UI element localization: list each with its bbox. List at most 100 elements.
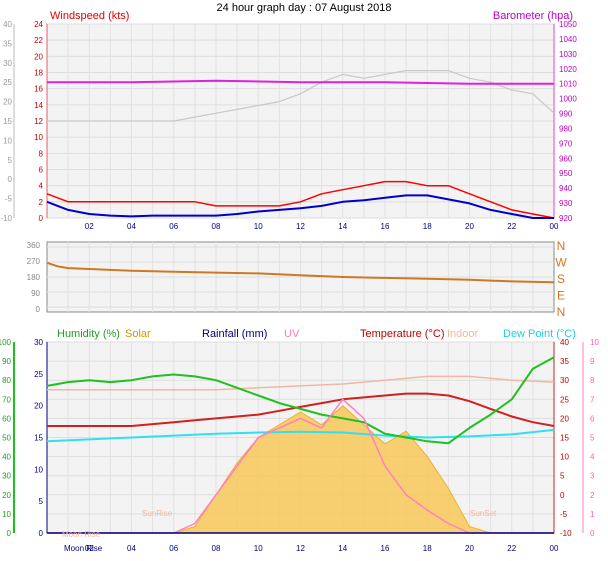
- temperature-tick-label: 30: [560, 376, 569, 385]
- barometer-tick-label: 1050: [559, 20, 577, 29]
- windspeed-axis-label: Windspeed (kts): [50, 10, 129, 22]
- temperature-tick-label: 35: [560, 357, 569, 366]
- temperature-line: [47, 392, 555, 427]
- wind-panel-series: [46, 69, 555, 219]
- humidity-tick-label: 60: [2, 414, 11, 423]
- humidity-tick-label: 90: [2, 357, 11, 366]
- temperature-time-tick: 14: [338, 544, 347, 553]
- grey-wind-line: [47, 69, 555, 122]
- legend-entry: Humidity (%): [57, 328, 120, 340]
- temperature-panel-series: [46, 356, 555, 534]
- wind-panel-grid: [47, 23, 554, 219]
- wind-outer-tick-label: 15: [3, 117, 12, 126]
- uv-tick-label: 10: [590, 338, 599, 347]
- temperature-panel-time-ticks: 02 04 06 08 10 12 14 16 18 20 22 00: [85, 544, 559, 553]
- wind-inner-tick-label: 10: [34, 133, 43, 142]
- direction-degree-tick-label: 90: [31, 289, 40, 298]
- wind-inner-tick-label: 0: [39, 214, 44, 223]
- barometer-tick-label: 1030: [559, 50, 577, 59]
- rainfall-tick-label: 5: [39, 497, 44, 506]
- temperature-tick-label: 40: [560, 338, 569, 347]
- temperature-time-tick: 22: [507, 544, 516, 553]
- wind-outer-tick-label: 25: [3, 78, 12, 87]
- compass-tick-label: N: [557, 239, 566, 253]
- compass-tick-label: S: [557, 272, 565, 286]
- humidity-tick-label: 40: [2, 453, 11, 462]
- direction-degree-tick-label: 0: [36, 305, 41, 314]
- wind-time-tick: 02: [85, 222, 94, 231]
- humidity-tick-label: 50: [2, 434, 11, 443]
- wind-outer-tick-label: 5: [8, 156, 13, 165]
- temperature-tick-label: 0: [560, 491, 565, 500]
- barometer-tick-label: 940: [559, 184, 573, 193]
- compass-tick-label: E: [557, 289, 565, 303]
- legend-entry: Solar: [125, 328, 151, 340]
- temperature-tick-label: -10: [560, 529, 572, 538]
- wind-outer-tick-label: 20: [3, 98, 12, 107]
- temperature-time-tick: 06: [169, 544, 178, 553]
- direction-degree-tick-label: 270: [27, 257, 41, 266]
- legend-entry: Rainfall (mm): [202, 328, 267, 340]
- wind-outer-tick-label: -5: [5, 195, 13, 204]
- temperature-tick-label: 15: [560, 434, 569, 443]
- rainfall-tick-label: 20: [34, 402, 43, 411]
- barometer-tick-label: 990: [559, 110, 573, 119]
- temperature-time-tick: 12: [296, 544, 305, 553]
- temperature-tick-label: -5: [560, 510, 568, 519]
- temperature-tick-label: 10: [560, 453, 569, 462]
- humidity-tick-label: 0: [7, 529, 12, 538]
- barometer-line: [47, 79, 554, 85]
- rainfall-tick-label: 25: [34, 370, 43, 379]
- temperature-time-tick: 08: [212, 544, 221, 553]
- wind-inner-tick-label: 14: [34, 101, 43, 110]
- wind-outer-tick-label: 35: [3, 39, 12, 48]
- indoor-temperature-line: [47, 375, 555, 391]
- wind-panel-time-ticks: 02 04 06 08 10 12 14 16 18 20 22 00: [85, 222, 559, 231]
- legend-entry: Temperature (°C): [360, 328, 444, 340]
- direction-panel-grid: [47, 242, 554, 312]
- wind-inner-tick-label: 22: [34, 36, 43, 45]
- legend-entry: Indoor: [447, 328, 479, 340]
- uv-line: [47, 398, 554, 534]
- barometer-axis-label: Barometer (hpa): [493, 10, 573, 22]
- wind-time-tick: 12: [296, 222, 305, 231]
- wind-time-tick: 04: [127, 222, 136, 231]
- barometer-tick-label: 1000: [559, 95, 577, 104]
- humidity-tick-label: 30: [2, 472, 11, 481]
- temperature-panel-legend: Humidity (%) Solar Rainfall (mm) UV Temperat…: [57, 328, 576, 340]
- wind-outer-ticks: 40 35 30 25 20 15 10 5 0 -5 -10: [0, 20, 12, 223]
- uv-tick-label: 1: [590, 510, 595, 519]
- wind-time-tick: 06: [169, 222, 178, 231]
- temperature-time-tick: 00: [550, 544, 559, 553]
- barometer-tick-label: 980: [559, 124, 573, 133]
- direction-degree-tick-label: 180: [27, 273, 41, 282]
- wind-time-tick: 08: [212, 222, 221, 231]
- humidity-tick-label: 100: [0, 338, 12, 347]
- wind-outer-tick-label: 40: [3, 20, 12, 29]
- rainfall-tick-label: 10: [34, 465, 43, 474]
- compass-tick-label: N: [557, 305, 566, 319]
- humidity-ticks: 1009080706050403020100: [0, 338, 12, 538]
- temperature-time-tick: 04: [127, 544, 136, 553]
- humidity-tick-label: 70: [2, 395, 11, 404]
- temperature-time-tick: 18: [423, 544, 432, 553]
- compass-tick-label: W: [555, 256, 567, 270]
- uv-tick-label: 4: [590, 453, 595, 462]
- wind-time-tick: 10: [254, 222, 263, 231]
- temperature-tick-label: 25: [560, 395, 569, 404]
- wind-time-tick: 16: [381, 222, 390, 231]
- temperature-tick-label: 5: [560, 472, 565, 481]
- uv-tick-label: 6: [590, 414, 595, 423]
- dew-point-line: [46, 428, 555, 443]
- average-windspeed-line: [46, 194, 554, 219]
- wind-inner-tick-label: 18: [34, 69, 43, 78]
- humidity-tick-label: 20: [2, 491, 11, 500]
- barometer-tick-label: 1010: [559, 80, 577, 89]
- wind-outer-tick-label: -10: [0, 214, 12, 223]
- barometer-tick-label: 930: [559, 199, 573, 208]
- uv-tick-label: 2: [590, 491, 595, 500]
